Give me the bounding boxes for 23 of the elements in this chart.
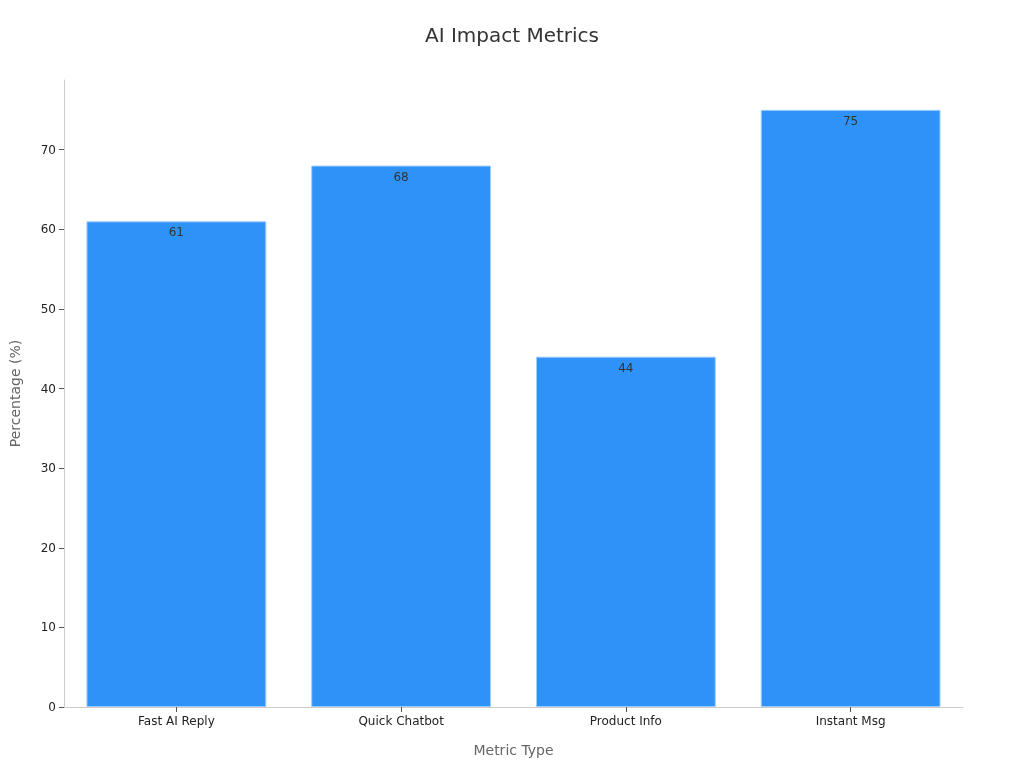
data-label: 75 <box>842 113 859 128</box>
bar <box>86 221 267 707</box>
y-tick-label: 60 <box>40 222 56 237</box>
x-tick-label: Fast AI Reply <box>138 714 215 728</box>
x-tick-label: Quick Chatbot <box>358 714 445 728</box>
y-axis-title: Percentage (%) <box>7 339 23 448</box>
data-label: 44 <box>618 360 634 375</box>
data-label: 61 <box>168 225 185 240</box>
bar <box>311 165 492 707</box>
y-tick-label: 20 <box>40 540 56 555</box>
x-tick-label: Instant Msg <box>815 714 886 728</box>
x-axis-title: Metric Type <box>473 742 554 758</box>
y-tick-label: 50 <box>40 301 56 316</box>
bar <box>535 356 716 707</box>
x-tick-label: Product Info <box>589 714 662 728</box>
y-tick-label: 0 <box>48 700 56 714</box>
data-label: 68 <box>393 169 409 184</box>
y-tick-label: 30 <box>40 461 56 476</box>
y-tick-label: 40 <box>40 381 56 396</box>
chart-title: AI Impact Metrics <box>424 23 600 47</box>
y-tick-label: 70 <box>40 142 56 157</box>
bar <box>760 109 941 707</box>
y-tick-label: 10 <box>40 620 56 635</box>
